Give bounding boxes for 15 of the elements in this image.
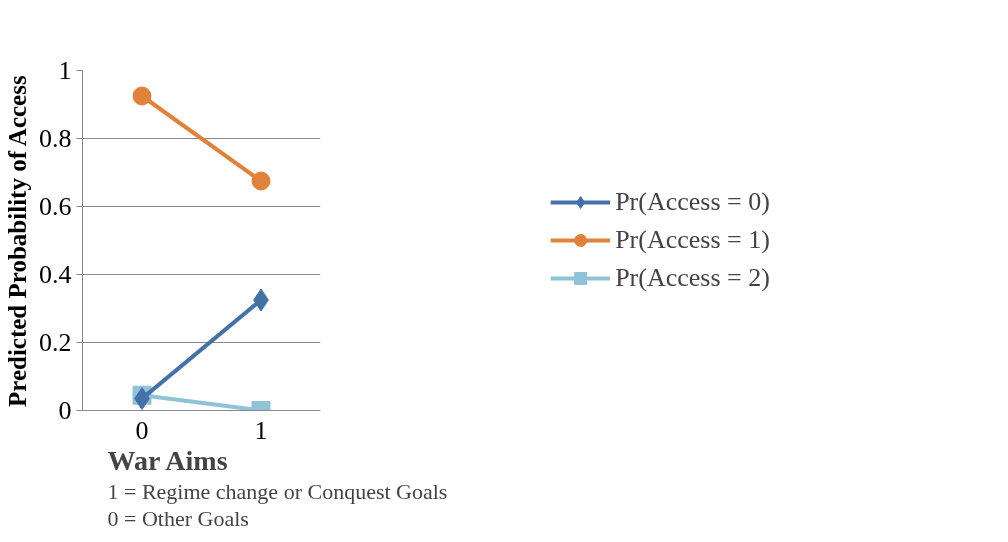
text: 0 = Other Goals [107, 505, 249, 531]
y-tick-label: 0.4 [39, 260, 72, 289]
y-tick-label: 0.6 [39, 192, 72, 221]
x-axis-title: War Aims [107, 444, 228, 476]
y-tick-label: 0.2 [39, 328, 72, 357]
y-tick-label: 0.8 [39, 124, 72, 153]
y-tick-label: 0 [58, 396, 72, 425]
legend-label: Pr(Access = 1) [615, 225, 770, 255]
legend-label: Pr(Access = 0) [615, 187, 770, 217]
y-tick-label: 1 [58, 56, 72, 85]
point [132, 86, 152, 106]
point [251, 171, 271, 191]
y-axis-title: Predicted Probability of Access [4, 75, 31, 408]
legend-label: Pr(Access = 2) [615, 263, 770, 293]
text: 1 = Regime change or Conquest Goals [107, 478, 448, 504]
